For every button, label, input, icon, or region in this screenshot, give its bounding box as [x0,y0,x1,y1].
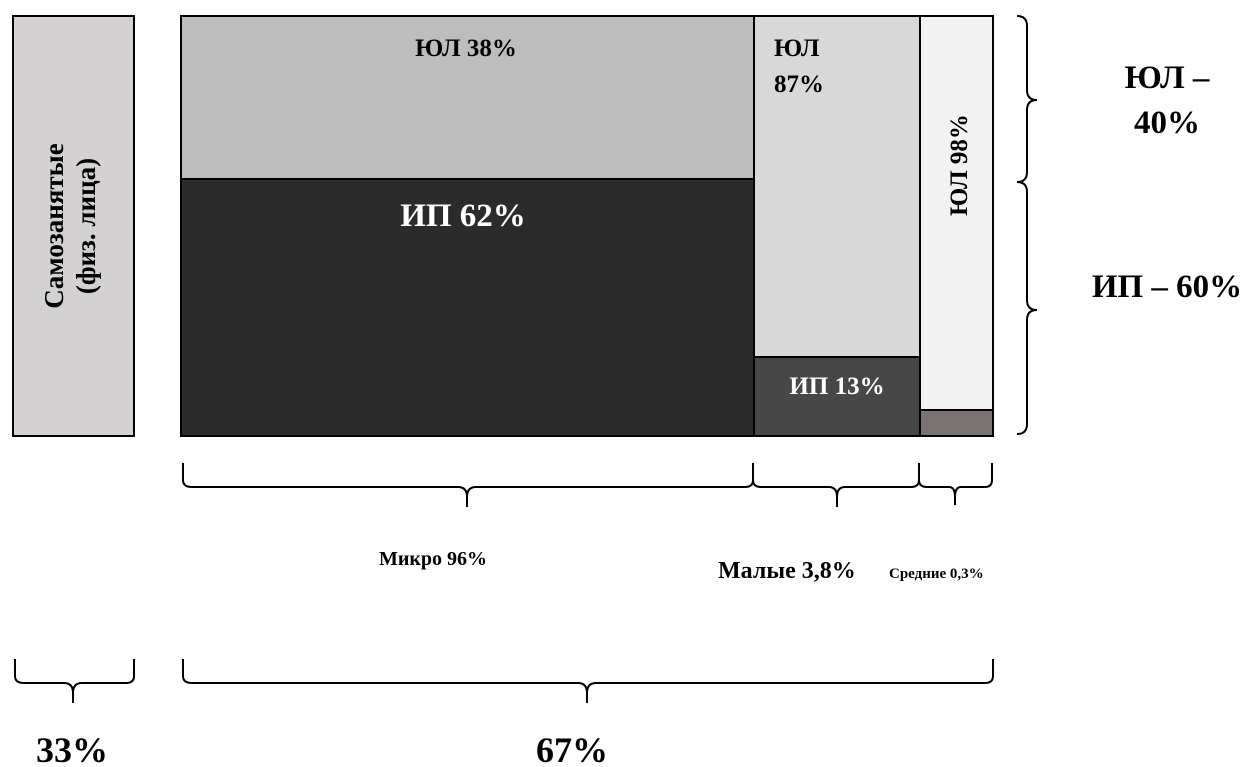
yul-total-label-line1: ЮЛ – [1125,60,1210,96]
business-share-brace [182,659,994,703]
small-ip-label: ИП 13% [789,373,884,400]
business-share-label: 67% [536,730,608,767]
ip-total-label: ИП – 60% [1092,269,1242,305]
medium-brace [918,463,993,505]
micro-label: Микро 96% [379,548,487,570]
small-label: Малые 3,8% [718,558,856,584]
self-employed-share-brace [14,659,135,703]
micro-ip-block [180,178,755,437]
medium-ip-block [919,409,994,437]
self-employed-block [12,15,135,437]
medium-label: Средние 0,3% [889,566,984,582]
small-yul-label-line2: 87% [774,71,824,98]
self-employed-label-line1: Самозанятые [39,143,69,308]
small-yul-label-line1: ЮЛ [774,35,820,62]
micro-brace [182,463,754,507]
small-brace [752,463,920,507]
medium-yul-label: ЮЛ 98% [946,114,973,216]
micro-ip-label: ИП 62% [400,198,526,234]
self-employed-label-line2: (физ. лица) [71,158,101,294]
small-yul-block [753,15,921,358]
yul-total-label-line2: 40% [1134,105,1200,141]
micro-yul-label: ЮЛ 38% [415,35,517,62]
self-employed-share-label: 33% [36,730,108,767]
yul-total-brace [1016,15,1038,183]
micro-yul-block [180,15,755,180]
ip-total-brace [1016,181,1038,435]
